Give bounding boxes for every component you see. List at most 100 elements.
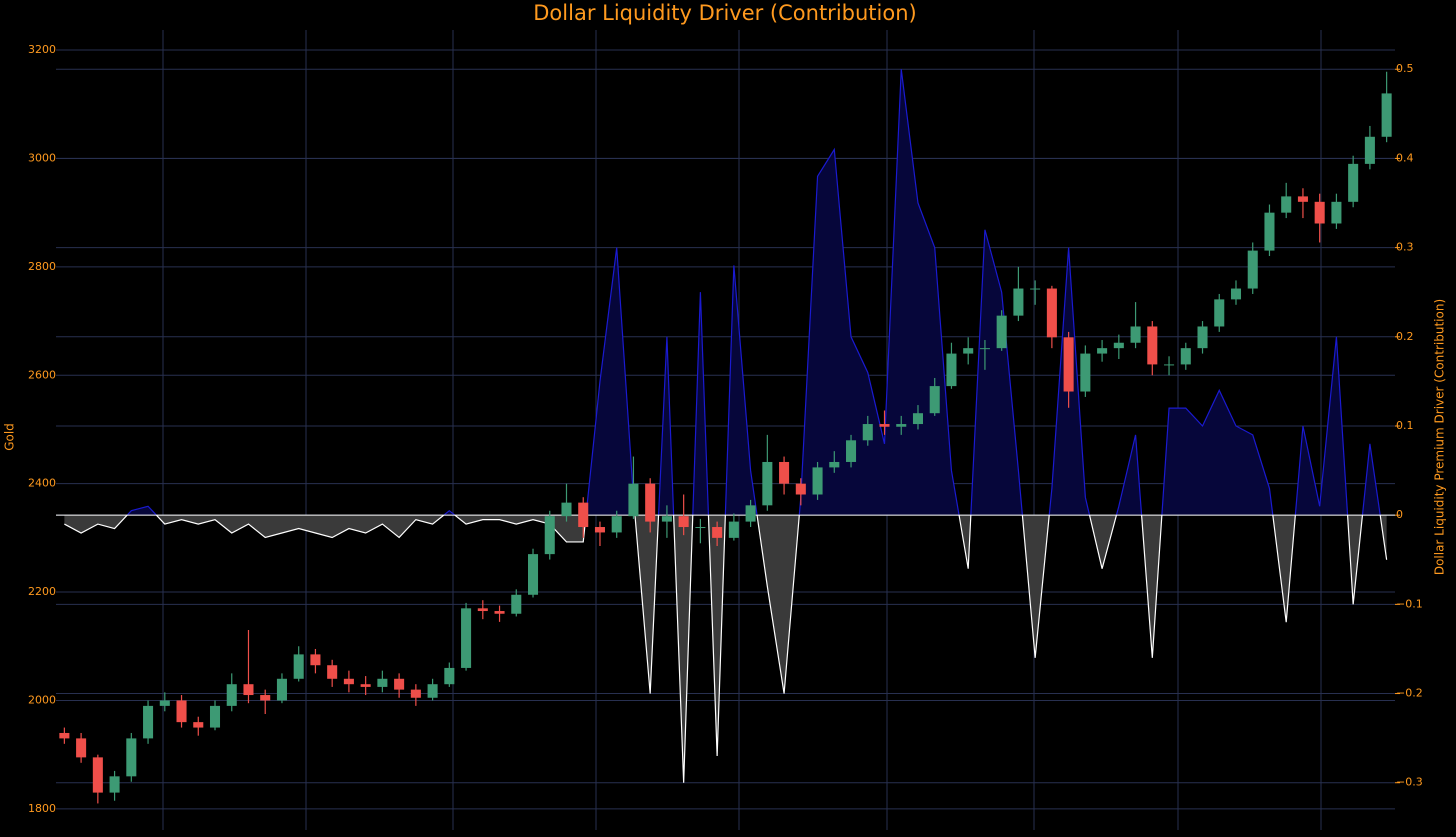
candle-body (410, 689, 421, 698)
candle-body (1314, 201, 1325, 224)
candle-body (109, 776, 120, 793)
candle-body (343, 678, 354, 685)
candle-body (963, 348, 974, 354)
candle-body (695, 527, 706, 529)
candle-body (293, 654, 304, 679)
y2-axis-title: Dollar Liquidity Premium Driver (Contrib… (1433, 299, 1447, 575)
candle-body (243, 684, 254, 696)
candle-body (461, 608, 472, 668)
candle-body (795, 483, 806, 495)
candle-body (327, 665, 338, 679)
candle-body (1147, 326, 1158, 365)
candle-body (1247, 250, 1258, 289)
candle-body (1046, 288, 1057, 338)
candle-body (1130, 326, 1141, 343)
y2-tick-label: 0.1 (1396, 419, 1414, 432)
candle-body (578, 502, 589, 528)
y2-tick-label: −0.3 (1396, 776, 1423, 789)
chart-title: Dollar Liquidity Driver (Contribution) (533, 1, 916, 25)
candle-body (527, 554, 539, 595)
candle-body (1281, 196, 1292, 213)
area-positive (127, 69, 1381, 516)
candle-body (1097, 348, 1108, 354)
candle-body (1113, 342, 1124, 349)
candle-body (427, 684, 438, 698)
candle-body (996, 315, 1007, 349)
candle-body (176, 700, 187, 723)
candle-body (310, 654, 321, 666)
candle-body (394, 678, 405, 690)
candle-body (1080, 353, 1091, 392)
candle-body (511, 594, 522, 614)
candle-body (712, 527, 723, 538)
candle-body (143, 705, 154, 739)
candle-body (561, 502, 572, 517)
candle-body (544, 516, 555, 555)
candle-body (494, 611, 505, 614)
candle-body (611, 516, 622, 533)
candle-body (1264, 212, 1275, 251)
y-tick-label: 2800 (28, 260, 56, 273)
candle-body (226, 684, 237, 706)
y-axis-title: Gold (3, 423, 17, 451)
candle-body (1197, 326, 1208, 349)
candle-body (779, 461, 790, 484)
y2-tick-label: −0.2 (1396, 687, 1423, 700)
candle-body (628, 483, 639, 517)
candle-body (879, 424, 890, 427)
candle-body (1297, 196, 1308, 202)
candle-body (377, 678, 388, 687)
y2-tick-label: 0.3 (1396, 241, 1414, 254)
candle-body (1013, 288, 1024, 316)
y-tick-label: 3000 (28, 151, 56, 164)
candle-body (594, 527, 605, 533)
candle-body (1230, 288, 1242, 300)
candle-body (1164, 364, 1175, 366)
y-tick-label: 2600 (28, 368, 56, 381)
candle-body (728, 521, 739, 538)
candle-body (477, 608, 488, 612)
area-line-negative (64, 515, 1388, 783)
candle-body (209, 705, 221, 728)
y2-tick-label: 0.4 (1396, 151, 1414, 164)
candle-body (1180, 348, 1191, 365)
candle-body (193, 722, 204, 728)
candle-body (1030, 288, 1041, 290)
candle-body (862, 424, 873, 441)
candle-body (59, 732, 70, 739)
y2-tick-label: 0.2 (1396, 330, 1414, 343)
candle-body (946, 353, 957, 387)
candle-body (979, 348, 990, 350)
y-tick-label: 3200 (28, 43, 56, 56)
candle-body (444, 667, 455, 685)
candle-body (76, 738, 87, 758)
candle-body (812, 467, 823, 495)
candle-body (1348, 163, 1359, 202)
candle-body (1063, 337, 1074, 392)
area-line-positive (126, 69, 1381, 516)
y2-tick-label: −0.1 (1396, 597, 1423, 610)
y-tick-label: 2400 (28, 477, 56, 490)
candle-body (829, 461, 840, 468)
y2-tick-label: 0.5 (1396, 62, 1414, 75)
candle-body (276, 678, 287, 701)
candle-body (1364, 136, 1375, 164)
candle-body (912, 413, 924, 425)
candle-body (92, 757, 103, 793)
candle-body (260, 695, 271, 701)
candle-body (360, 684, 371, 687)
candle-body (661, 516, 672, 522)
candle-body (1214, 299, 1225, 327)
candle-body (159, 700, 170, 706)
y-tick-label: 2000 (28, 693, 56, 706)
candle-body (762, 461, 773, 506)
candle-body (1331, 201, 1342, 224)
y-tick-label: 2200 (28, 585, 56, 598)
candle-body (929, 386, 940, 414)
candle-body (896, 424, 907, 427)
y2-tick-label: 0 (1396, 508, 1403, 521)
candle-body (745, 505, 756, 522)
y-tick-label: 1800 (28, 802, 56, 815)
